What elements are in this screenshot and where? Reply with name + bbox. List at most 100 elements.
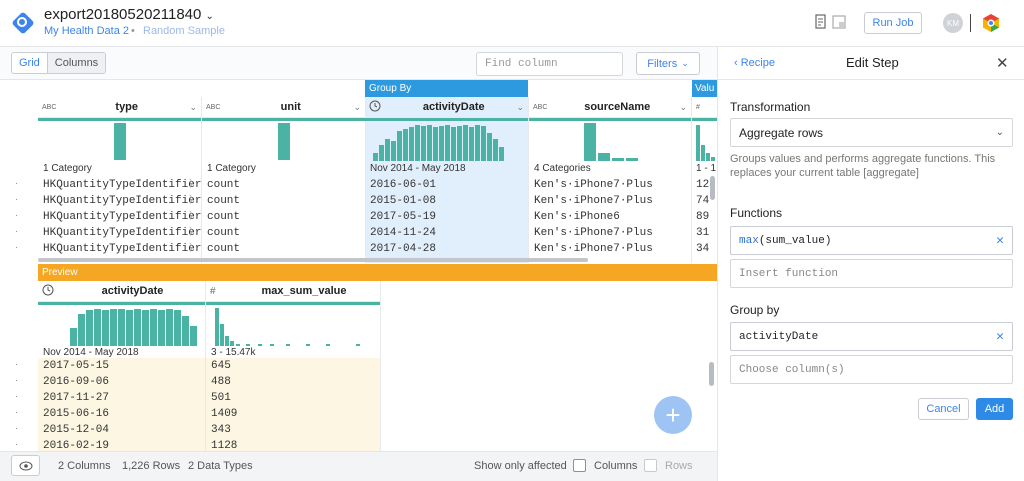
flow-link[interactable]: My Health Data 2 <box>44 25 129 37</box>
preview-column-activitydate[interactable]: activityDate Nov 2014 - May 2018 2017-05… <box>38 281 205 451</box>
column-unit[interactable]: ABC unit ⌄ 1 Category count count count co… <box>202 80 365 263</box>
table-cell[interactable]: HKQuantityTypeIdentifier <box>43 195 201 207</box>
row-marker: · <box>15 375 18 385</box>
group-by-tag: Group By <box>365 80 528 97</box>
table-cell[interactable]: 2015-01-08 <box>370 195 437 207</box>
column-type[interactable]: ABC type ⌄ 1 Category HKQuantityTypeIdenti… <box>38 80 201 263</box>
table-cell[interactable]: count <box>207 243 241 255</box>
table-cell[interactable]: Ken's·iPhone6 <box>534 211 620 223</box>
cloud-logo-icon[interactable] <box>981 13 1001 33</box>
row-marker: · <box>15 178 18 188</box>
chevron-down-icon: ⌄ <box>681 58 689 68</box>
table-cell[interactable]: Ken's·iPhone7·Plus <box>534 179 653 191</box>
table-cell[interactable]: 343 <box>206 422 380 438</box>
grid-tab[interactable]: Grid <box>12 53 48 73</box>
table-cell[interactable]: count <box>207 227 241 239</box>
table-cell[interactable]: 12 <box>696 179 710 191</box>
table-cell[interactable]: 2015-12-04 <box>38 422 205 438</box>
horizontal-scrollbar[interactable] <box>38 258 588 262</box>
avatar[interactable]: KM <box>943 13 963 33</box>
chevron-down-icon[interactable]: ⌄ <box>353 101 361 112</box>
clear-icon[interactable]: ✕ <box>996 233 1004 248</box>
sample-link[interactable]: Random Sample <box>143 25 225 37</box>
preview-column-max-sum-value[interactable]: # max_sum_value 3 - 15.47k 645 488 501 14… <box>206 281 380 451</box>
column-header[interactable]: ABC unit ⌄ <box>202 97 365 118</box>
table-cell[interactable]: 2015-06-16 <box>38 406 205 422</box>
table-cell[interactable]: 2017-04-28 <box>370 243 437 255</box>
table-cell[interactable]: 501 <box>206 390 380 406</box>
header-divider <box>970 14 971 32</box>
table-cell[interactable]: 2017-11-27 <box>38 390 205 406</box>
column-name: unit <box>280 101 301 113</box>
layout-icon[interactable] <box>832 15 846 32</box>
table-cell[interactable]: 2016-09-06 <box>38 374 205 390</box>
column-value[interactable]: # 1 - 1 12 74 89 31 34 <box>692 80 717 263</box>
filters-button[interactable]: Filters ⌄ <box>636 52 700 75</box>
choose-columns-input[interactable]: Choose column(s) <box>730 355 1013 384</box>
table-cell[interactable]: 1128 <box>206 438 380 451</box>
table-cell[interactable]: 34 <box>696 243 710 255</box>
column-header[interactable]: # max_sum_value <box>206 281 380 302</box>
table-cell[interactable]: 488 <box>206 374 380 390</box>
table-cell[interactable]: 2016-02-19 <box>38 438 205 451</box>
find-column-input[interactable]: Find column <box>476 52 623 76</box>
table-cell[interactable]: 89 <box>696 211 710 223</box>
table-cell[interactable]: HKQuantityTypeIdentifier <box>43 227 201 239</box>
function-field[interactable]: max (sum_value) ✕ <box>730 226 1013 255</box>
column-header[interactable]: ABC sourceName ⌄ <box>529 97 691 118</box>
column-sourcename[interactable]: ABC sourceName ⌄ 4 Categories Ken's·iPhone… <box>529 80 691 263</box>
table-cell[interactable]: 74 <box>696 195 710 207</box>
close-icon[interactable]: ✕ <box>996 55 1009 72</box>
table-cell[interactable]: HKQuantityTypeIdentifier <box>43 211 201 223</box>
add-button[interactable]: Add <box>976 398 1013 420</box>
table-cell[interactable]: 1409 <box>206 406 380 422</box>
table-cell[interactable]: 2017-05-15 <box>38 358 205 374</box>
column-activitydate[interactable]: activityDate ⌄ Nov 2014 - May 2018 2016-0… <box>365 80 528 263</box>
table-cell[interactable]: 2016-06-01 <box>370 179 437 191</box>
columns-checkbox-label: Columns <box>594 460 638 472</box>
table-cell[interactable]: HKQuantityTypeIdentifier <box>43 243 201 255</box>
visibility-toggle-button[interactable] <box>11 455 40 476</box>
table-cell[interactable]: count <box>207 211 241 223</box>
rows-checkbox[interactable] <box>644 459 657 472</box>
chevron-down-icon[interactable]: ⌄ <box>516 101 524 112</box>
table-cell[interactable]: Ken's·iPhone7·Plus <box>534 227 653 239</box>
chevron-down-icon[interactable]: ⌄ <box>205 11 214 22</box>
table-cell[interactable]: Ken's·iPhone7·Plus <box>534 243 653 255</box>
recipe-icon[interactable] <box>814 14 828 33</box>
cancel-button[interactable]: Cancel <box>918 398 969 420</box>
columns-checkbox[interactable] <box>573 459 586 472</box>
chevron-left-icon: ‹ <box>734 57 741 69</box>
column-header[interactable]: ABC type ⌄ <box>38 97 201 118</box>
dataset-title[interactable]: export20180520211840 ⌄ <box>44 6 214 23</box>
insert-function-input[interactable]: Insert function <box>730 259 1013 288</box>
chevron-down-icon[interactable]: ⌄ <box>189 101 197 112</box>
table-cell[interactable]: Ken's·iPhone7·Plus <box>534 195 653 207</box>
show-only-affected-label: Show only affected <box>474 460 567 472</box>
column-count: 2 Columns <box>58 460 111 472</box>
table-cell[interactable]: HKQuantityTypeIdentifier <box>43 179 201 191</box>
vertical-scrollbar[interactable] <box>709 362 714 386</box>
back-to-recipe-link[interactable]: ‹ Recipe <box>734 57 775 69</box>
chevron-down-icon[interactable]: ⌄ <box>679 101 687 112</box>
histogram-bar <box>278 123 290 160</box>
column-header[interactable]: activityDate <box>38 281 205 302</box>
group-by-value: activityDate <box>739 330 819 343</box>
add-step-button[interactable]: + <box>654 396 692 434</box>
group-by-field[interactable]: activityDate ✕ <box>730 322 1013 351</box>
vertical-scrollbar[interactable] <box>710 176 715 200</box>
chevron-down-icon: ⌄ <box>995 127 1004 138</box>
clear-icon[interactable]: ✕ <box>996 329 1004 344</box>
run-job-button[interactable]: Run Job <box>864 12 922 34</box>
table-cell[interactable]: 31 <box>696 227 710 239</box>
columns-tab[interactable]: Columns <box>47 53 106 73</box>
table-cell[interactable]: 645 <box>206 358 380 374</box>
transformation-select[interactable]: Aggregate rows ⌄ <box>730 118 1013 147</box>
table-cell[interactable]: count <box>207 195 241 207</box>
column-header[interactable]: activityDate ⌄ <box>365 97 528 118</box>
table-cell[interactable]: count <box>207 179 241 191</box>
preview-grid: activityDate Nov 2014 - May 2018 2017-05… <box>0 281 717 451</box>
column-header[interactable]: # <box>692 97 717 118</box>
table-cell[interactable]: 2017-05-19 <box>370 211 437 223</box>
table-cell[interactable]: 2014-11-24 <box>370 227 437 239</box>
